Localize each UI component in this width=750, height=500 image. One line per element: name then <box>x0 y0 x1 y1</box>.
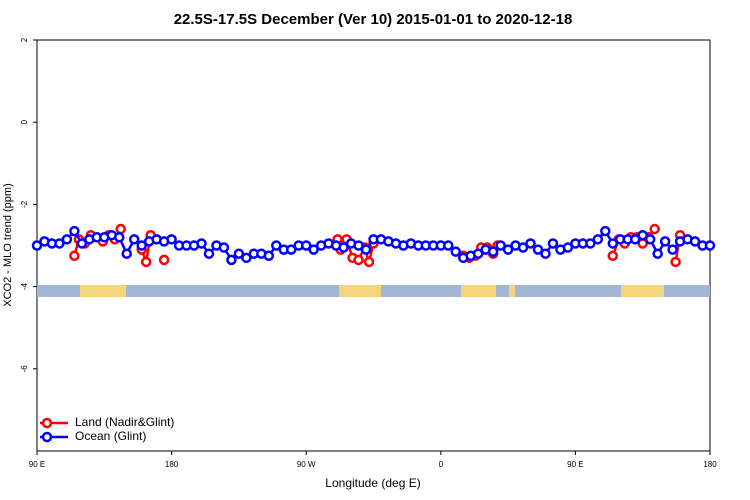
x-tick-label: 90 E <box>29 460 45 469</box>
data-point <box>487 246 499 257</box>
y-tick-label: 0 <box>20 119 29 124</box>
data-point <box>495 240 506 251</box>
data-point <box>689 236 701 247</box>
data-point <box>136 240 147 251</box>
data-point <box>54 238 65 249</box>
data-point <box>353 240 364 251</box>
data-point <box>704 240 716 251</box>
data-point <box>263 250 275 262</box>
data-point <box>203 248 215 259</box>
data-point <box>158 254 170 266</box>
data-point <box>443 240 454 251</box>
data-point <box>540 248 551 259</box>
data-point <box>592 234 604 245</box>
data-point <box>525 238 536 249</box>
data-point <box>128 234 140 245</box>
surface-band <box>37 285 710 297</box>
data-point <box>360 244 372 255</box>
legend-label: Land (Nadir&Glint) <box>75 415 174 429</box>
data-point <box>652 248 663 259</box>
y-tick-label: -6 <box>20 365 29 373</box>
data-point <box>69 225 80 237</box>
data-point <box>241 252 252 264</box>
data-point <box>271 240 282 251</box>
land-band <box>621 285 664 297</box>
legend-marker <box>41 417 53 429</box>
land-band <box>509 285 515 297</box>
land-band <box>461 285 496 297</box>
data-point <box>600 225 611 237</box>
land-band <box>80 285 126 297</box>
data-point <box>69 250 80 262</box>
data-point <box>547 238 559 249</box>
data-point <box>472 248 484 259</box>
data-point <box>644 234 656 245</box>
data-point <box>285 244 297 255</box>
data-point <box>121 248 132 259</box>
legend: Land (Nadir&Glint)Ocean (Glint) <box>40 415 174 443</box>
y-tick-label: -2 <box>20 200 29 208</box>
data-point <box>667 244 678 255</box>
y-tick-label: -4 <box>20 282 29 290</box>
data-point <box>300 240 312 251</box>
data-point <box>166 234 177 245</box>
data-point <box>517 242 529 253</box>
data-point <box>196 238 207 249</box>
data-point <box>532 244 544 255</box>
legend-marker <box>41 431 53 443</box>
data-point <box>31 240 43 251</box>
data-point <box>607 238 619 249</box>
data-point <box>218 242 230 253</box>
data-point <box>115 223 127 235</box>
data-point <box>629 234 641 245</box>
y-axis-label: XCO2 - MLO trend (ppm) <box>2 183 14 306</box>
data-point <box>76 238 88 249</box>
x-tick-label: 0 <box>439 460 444 469</box>
data-point <box>233 248 245 259</box>
legend-label: Ocean (Glint) <box>75 429 146 443</box>
chart-title: 22.5S-17.5S December (Ver 10) 2015-01-01… <box>174 11 573 28</box>
land-band <box>339 285 381 297</box>
data-point <box>61 234 73 245</box>
data-point <box>353 254 364 266</box>
data-point <box>338 242 349 253</box>
x-tick-label: 90 W <box>297 460 316 469</box>
data-point <box>450 246 462 257</box>
data-point <box>607 250 619 262</box>
data-point <box>502 244 514 255</box>
data-point <box>226 254 237 266</box>
data-point <box>562 242 574 253</box>
data-point <box>670 256 681 268</box>
data-point <box>637 229 648 241</box>
x-tick-label: 90 E <box>567 460 583 469</box>
data-point <box>363 256 375 268</box>
y-tick-label: 2 <box>20 37 29 42</box>
data-point <box>114 232 125 243</box>
data-point <box>140 256 152 268</box>
data-point <box>659 236 671 247</box>
data-point <box>585 238 596 249</box>
data-point <box>308 244 319 255</box>
data-point <box>649 223 660 235</box>
x-axis-label: Longitude (deg E) <box>325 476 420 490</box>
x-tick-label: 180 <box>165 460 179 469</box>
x-tick-label: 180 <box>703 460 717 469</box>
